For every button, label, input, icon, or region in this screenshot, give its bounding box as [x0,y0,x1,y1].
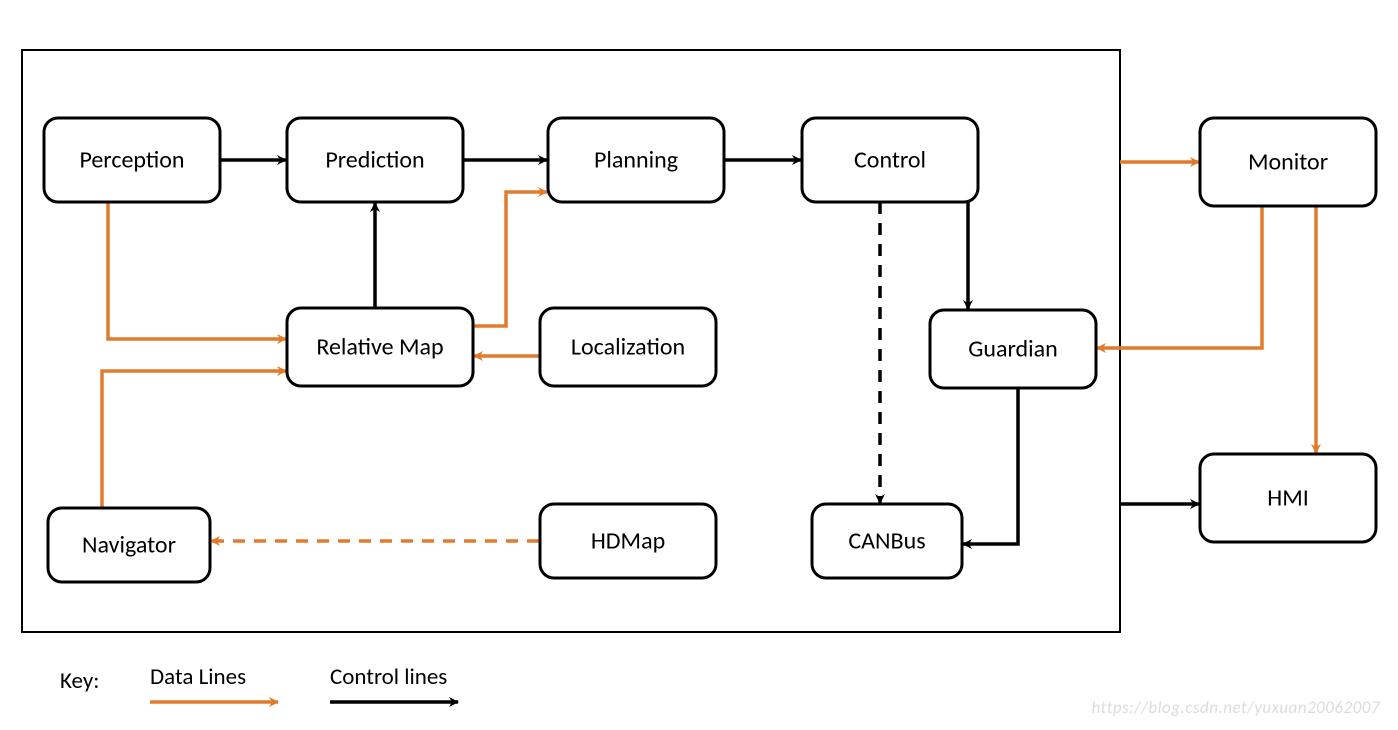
node-canbus-label: CANBus [848,527,925,556]
legend-data-label: Data Lines [150,663,246,691]
node-planning-label: Planning [594,146,678,175]
node-prediction: Prediction [287,118,463,202]
node-canbus: CANBus [812,504,962,578]
node-hmi-label: HMI [1267,484,1309,513]
node-hdmap-label: HDMap [591,527,665,556]
node-prediction-label: Prediction [325,146,424,175]
node-planning: Planning [548,118,724,202]
node-relativemap: Relative Map [287,308,473,386]
node-localization: Localization [540,308,716,386]
node-perception-label: Perception [79,146,184,175]
watermark: https://blog.csdn.net/yuxuan20062007 [1092,697,1380,718]
legend-control-label: Control lines [330,663,447,691]
node-perception: Perception [44,118,220,202]
node-localization-label: Localization [571,333,685,362]
node-hmi: HMI [1200,454,1376,542]
node-relativemap-label: Relative Map [316,333,443,362]
node-navigator-label: Navigator [82,531,176,560]
node-guardian: Guardian [930,310,1096,388]
node-control-label: Control [854,146,926,175]
node-control: Control [802,118,978,202]
node-hdmap: HDMap [540,504,716,578]
legend-key-label: Key: [60,667,99,695]
node-monitor: Monitor [1200,118,1376,206]
node-monitor-label: Monitor [1248,148,1328,177]
node-navigator: Navigator [48,508,210,582]
node-guardian-label: Guardian [968,335,1058,364]
